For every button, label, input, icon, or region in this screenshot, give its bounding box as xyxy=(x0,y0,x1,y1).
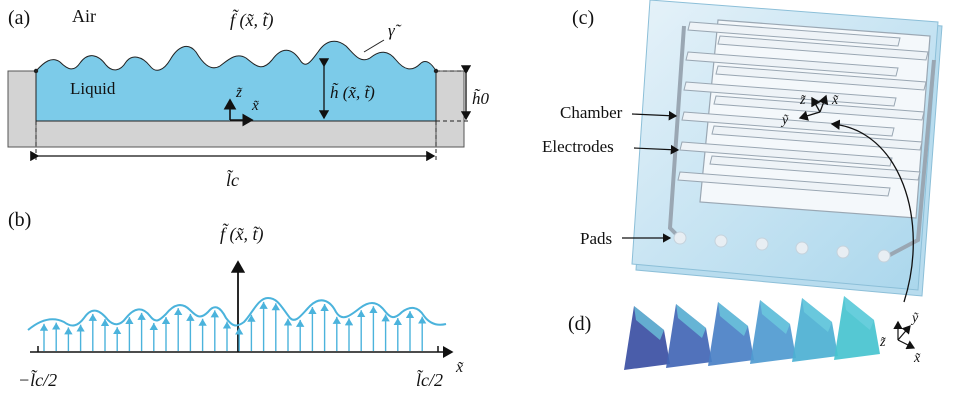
surface-tension-label: γ̃ xyxy=(388,21,402,40)
d-x-label: x̃ xyxy=(913,351,921,366)
c-z-label: z̃ xyxy=(799,93,806,108)
panel-c: (c) xyxy=(542,0,943,303)
d-surface-highlight xyxy=(760,300,790,334)
d-y-axis xyxy=(897,325,911,341)
right-lead xyxy=(883,59,936,260)
d-y-label: ỹ xyxy=(910,311,919,326)
panel-d: (d) z̃ ỹ x̃ xyxy=(568,296,921,370)
d-surface-plot xyxy=(624,296,880,370)
pads xyxy=(673,231,891,263)
right-wall xyxy=(435,70,465,148)
gamma-leader-line xyxy=(363,39,385,53)
d-surface-ridge xyxy=(792,298,838,362)
x-axis-label: x̃ xyxy=(251,98,259,114)
b-yaxis-label: f̃ (x̃, t̃) xyxy=(220,223,263,245)
z-axis-label: z̃ xyxy=(235,85,242,101)
d-surface-highlight xyxy=(718,302,748,336)
panel-a: (a) Air Liquid f̃ (x̃, t̃) γ̃ z̃ x̃ h̃ (… xyxy=(7,6,490,190)
electrodes-pointer xyxy=(633,144,680,155)
liquid-label: Liquid xyxy=(70,79,116,98)
left-wall xyxy=(7,70,37,148)
pads-label: Pads xyxy=(580,229,612,248)
air-label: Air xyxy=(72,6,96,26)
d-surface-highlight xyxy=(844,296,874,330)
electrodes-label: Electrodes xyxy=(542,137,614,156)
zoom-arrow xyxy=(830,119,914,303)
chamber-label: Chamber xyxy=(560,103,623,122)
h0-label: h̃0 xyxy=(472,89,490,108)
b-xaxis-label: x̃ xyxy=(455,359,464,376)
electrode-array xyxy=(677,21,929,197)
panel-b: (b) f̃ (x̃, t̃) x̃ −l̃c/2 l̃c/2 xyxy=(8,209,464,390)
d-z-label: z̃ xyxy=(879,335,886,350)
b-right-tick-label: l̃c/2 xyxy=(416,369,443,390)
b-stem-arrows xyxy=(39,301,427,351)
c-x-axis xyxy=(818,94,829,113)
d-surface-highlight xyxy=(676,304,706,338)
surface-function-label: f̃ (x̃, t̃) xyxy=(230,9,273,31)
panel-d-tag: (d) xyxy=(568,313,591,335)
panel-b-tag: (b) xyxy=(8,209,31,231)
c-z-axis xyxy=(811,96,821,113)
c-y-axis xyxy=(798,110,821,121)
lc-label: l̃c xyxy=(226,169,239,190)
d-surface-ridge xyxy=(834,296,880,360)
chamber-pointer xyxy=(631,110,678,121)
d-surface-ridge xyxy=(666,304,712,368)
d-surface-ridge xyxy=(750,300,796,364)
b-left-tick-label: −l̃c/2 xyxy=(18,369,57,390)
panel-a-tag: (a) xyxy=(8,7,30,29)
left-contact-point xyxy=(33,68,39,74)
c-y-label: ỹ xyxy=(780,113,789,128)
panel-c-tag: (c) xyxy=(572,7,594,29)
b-surface-curve xyxy=(27,296,447,331)
d-surface-highlight xyxy=(802,298,832,332)
d-x-axis xyxy=(897,339,916,350)
height-label: h̃ (x̃, t̃) xyxy=(330,83,375,102)
liquid-body xyxy=(35,40,437,122)
d-surface-ridge xyxy=(624,306,670,370)
c-x-label: x̃ xyxy=(831,93,839,108)
d-surface-highlight xyxy=(634,306,664,340)
substrate-base xyxy=(35,120,437,148)
d-surface-ridge xyxy=(708,302,754,366)
